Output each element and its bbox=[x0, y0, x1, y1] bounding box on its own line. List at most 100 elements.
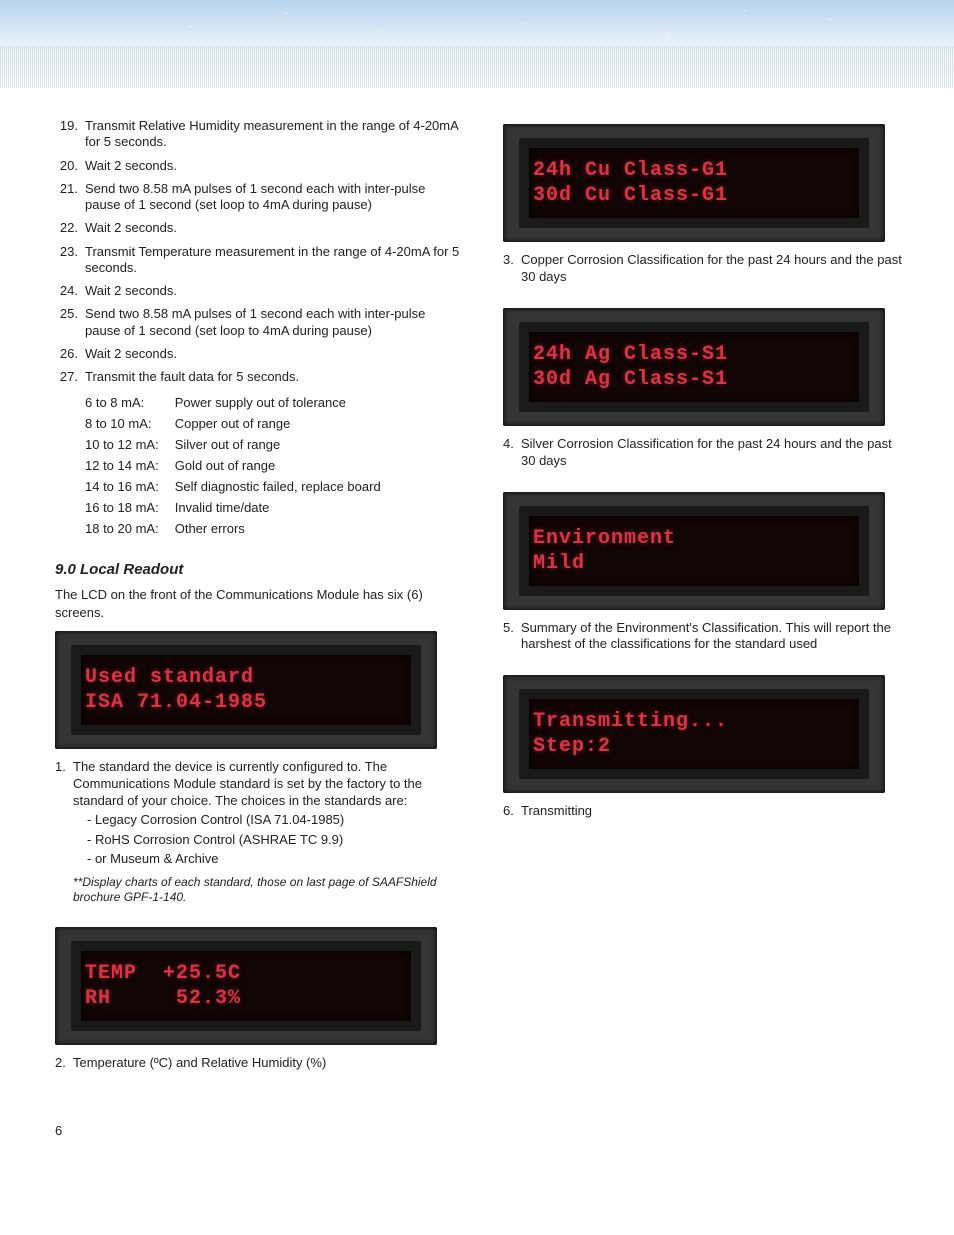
caption-text: Summary of the Environment's Classificat… bbox=[521, 620, 909, 654]
left-column: 19.Transmit Relative Humidity measuremen… bbox=[55, 118, 461, 1093]
step-text: Send two 8.58 mA pulses of 1 second each… bbox=[85, 306, 461, 339]
caption-text: Temperature (ºC) and Relative Humidity (… bbox=[73, 1055, 461, 1072]
step-text: Send two 8.58 mA pulses of 1 second each… bbox=[85, 181, 461, 214]
procedure-step: 27.Transmit the fault data for 5 seconds… bbox=[55, 369, 461, 385]
step-number: 22. bbox=[55, 220, 85, 236]
procedure-steps-list: 19.Transmit Relative Humidity measuremen… bbox=[55, 118, 461, 385]
step-text: Transmit Temperature measurement in the … bbox=[85, 244, 461, 277]
lcd-line: 24h Ag Class-S1 bbox=[533, 342, 855, 367]
step-text: Wait 2 seconds. bbox=[85, 346, 461, 362]
lcd-display: TEMP +25.5CRH 52.3% bbox=[71, 941, 421, 1031]
fault-row: 6 to 8 mA:Power supply out of tolerance bbox=[85, 392, 397, 413]
lcd-screen-block: Used standardISA 71.04-1985 1.The standar… bbox=[55, 631, 461, 904]
fault-range: 16 to 18 mA: bbox=[85, 497, 175, 518]
caption-text: Copper Corrosion Classification for the … bbox=[521, 252, 909, 286]
page-header-banner bbox=[0, 0, 954, 88]
lcd-bezel: 24h Cu Class-G130d Cu Class-G1 bbox=[503, 124, 885, 242]
caption-number: 4. bbox=[503, 436, 521, 470]
caption-bullet: - or Museum & Archive bbox=[87, 849, 461, 869]
lcd-line: ISA 71.04-1985 bbox=[85, 690, 407, 715]
step-number: 24. bbox=[55, 283, 85, 299]
caption-number: 3. bbox=[503, 252, 521, 286]
caption-number: 5. bbox=[503, 620, 521, 654]
lcd-display: 24h Cu Class-G130d Cu Class-G1 bbox=[519, 138, 869, 228]
lcd-bezel: EnvironmentMild bbox=[503, 492, 885, 610]
fault-row: 18 to 20 mA:Other errors bbox=[85, 518, 397, 539]
screen-caption: 1.The standard the device is currently c… bbox=[55, 759, 461, 810]
caption-bullets: - Legacy Corrosion Control (ISA 71.04-19… bbox=[87, 810, 461, 869]
lcd-line: RH 52.3% bbox=[85, 986, 407, 1011]
fault-range: 8 to 10 mA: bbox=[85, 413, 175, 434]
caption-number: 2. bbox=[55, 1055, 73, 1072]
procedure-step: 23.Transmit Temperature measurement in t… bbox=[55, 244, 461, 277]
step-number: 23. bbox=[55, 244, 85, 277]
fault-range: 6 to 8 mA: bbox=[85, 392, 175, 413]
screen-caption: 6.Transmitting bbox=[503, 803, 909, 820]
fault-row: 16 to 18 mA:Invalid time/date bbox=[85, 497, 397, 518]
screen-caption: 2.Temperature (ºC) and Relative Humidity… bbox=[55, 1055, 461, 1072]
step-text: Transmit the fault data for 5 seconds. bbox=[85, 369, 461, 385]
lcd-bezel: TEMP +25.5CRH 52.3% bbox=[55, 927, 437, 1045]
step-text: Wait 2 seconds. bbox=[85, 220, 461, 236]
screen-caption: 3.Copper Corrosion Classification for th… bbox=[503, 252, 909, 286]
page-number: 6 bbox=[55, 1123, 909, 1138]
procedure-step: 21.Send two 8.58 mA pulses of 1 second e… bbox=[55, 181, 461, 214]
lcd-line: Used standard bbox=[85, 665, 407, 690]
fault-desc: Power supply out of tolerance bbox=[175, 392, 397, 413]
lcd-line: 30d Ag Class-S1 bbox=[533, 367, 855, 392]
step-number: 25. bbox=[55, 306, 85, 339]
section-heading: 9.0 Local Readout bbox=[55, 561, 461, 578]
step-text: Wait 2 seconds. bbox=[85, 158, 461, 174]
fault-desc: Silver out of range bbox=[175, 434, 397, 455]
lcd-bezel: Transmitting...Step:2 bbox=[503, 675, 885, 793]
lcd-screen-block: EnvironmentMild 5.Summary of the Environm… bbox=[503, 492, 909, 654]
fault-desc: Invalid time/date bbox=[175, 497, 397, 518]
lcd-line: Transmitting... bbox=[533, 709, 855, 734]
step-number: 20. bbox=[55, 158, 85, 174]
fault-range: 12 to 14 mA: bbox=[85, 455, 175, 476]
lcd-bezel: 24h Ag Class-S130d Ag Class-S1 bbox=[503, 308, 885, 426]
right-column: 24h Cu Class-G130d Cu Class-G1 3.Copper C… bbox=[503, 118, 909, 1093]
fault-range: 14 to 16 mA: bbox=[85, 476, 175, 497]
lcd-line: Step:2 bbox=[533, 734, 855, 759]
step-number: 26. bbox=[55, 346, 85, 362]
lcd-screens-right: 24h Cu Class-G130d Cu Class-G1 3.Copper C… bbox=[503, 124, 909, 820]
lcd-line: TEMP +25.5C bbox=[85, 961, 407, 986]
procedure-step: 24.Wait 2 seconds. bbox=[55, 283, 461, 299]
lcd-display: Used standardISA 71.04-1985 bbox=[71, 645, 421, 735]
fault-codes-table: 6 to 8 mA:Power supply out of tolerance8… bbox=[85, 392, 397, 539]
fault-desc: Other errors bbox=[175, 518, 397, 539]
step-number: 21. bbox=[55, 181, 85, 214]
caption-footnote: **Display charts of each standard, those… bbox=[73, 875, 461, 905]
step-text: Wait 2 seconds. bbox=[85, 283, 461, 299]
fault-row: 12 to 14 mA:Gold out of range bbox=[85, 455, 397, 476]
fault-range: 10 to 12 mA: bbox=[85, 434, 175, 455]
lcd-bezel: Used standardISA 71.04-1985 bbox=[55, 631, 437, 749]
section-intro: The LCD on the front of the Communicatio… bbox=[55, 586, 461, 621]
screen-caption: 4.Silver Corrosion Classification for th… bbox=[503, 436, 909, 470]
lcd-display: Transmitting...Step:2 bbox=[519, 689, 869, 779]
lcd-screen-block: Transmitting...Step:2 6.Transmitting bbox=[503, 675, 909, 820]
screen-caption: 5.Summary of the Environment's Classific… bbox=[503, 620, 909, 654]
caption-text: Silver Corrosion Classification for the … bbox=[521, 436, 909, 470]
caption-text: The standard the device is currently con… bbox=[73, 759, 461, 810]
caption-number: 6. bbox=[503, 803, 521, 820]
procedure-step: 25.Send two 8.58 mA pulses of 1 second e… bbox=[55, 306, 461, 339]
caption-bullet: - RoHS Corrosion Control (ASHRAE TC 9.9) bbox=[87, 830, 461, 850]
fault-row: 10 to 12 mA:Silver out of range bbox=[85, 434, 397, 455]
lcd-display: EnvironmentMild bbox=[519, 506, 869, 596]
lcd-screen-block: TEMP +25.5CRH 52.3% 2.Temperature (ºC) an… bbox=[55, 927, 461, 1072]
fault-desc: Self diagnostic failed, replace board bbox=[175, 476, 397, 497]
fault-desc: Copper out of range bbox=[175, 413, 397, 434]
step-number: 27. bbox=[55, 369, 85, 385]
lcd-line: 24h Cu Class-G1 bbox=[533, 158, 855, 183]
lcd-screen-block: 24h Ag Class-S130d Ag Class-S1 4.Silver C… bbox=[503, 308, 909, 470]
step-number: 19. bbox=[55, 118, 85, 151]
lcd-line: Mild bbox=[533, 551, 855, 576]
lcd-line: 30d Cu Class-G1 bbox=[533, 183, 855, 208]
procedure-step: 22.Wait 2 seconds. bbox=[55, 220, 461, 236]
caption-number: 1. bbox=[55, 759, 73, 810]
procedure-step: 20.Wait 2 seconds. bbox=[55, 158, 461, 174]
fault-row: 14 to 16 mA:Self diagnostic failed, repl… bbox=[85, 476, 397, 497]
caption-bullet: - Legacy Corrosion Control (ISA 71.04-19… bbox=[87, 810, 461, 830]
